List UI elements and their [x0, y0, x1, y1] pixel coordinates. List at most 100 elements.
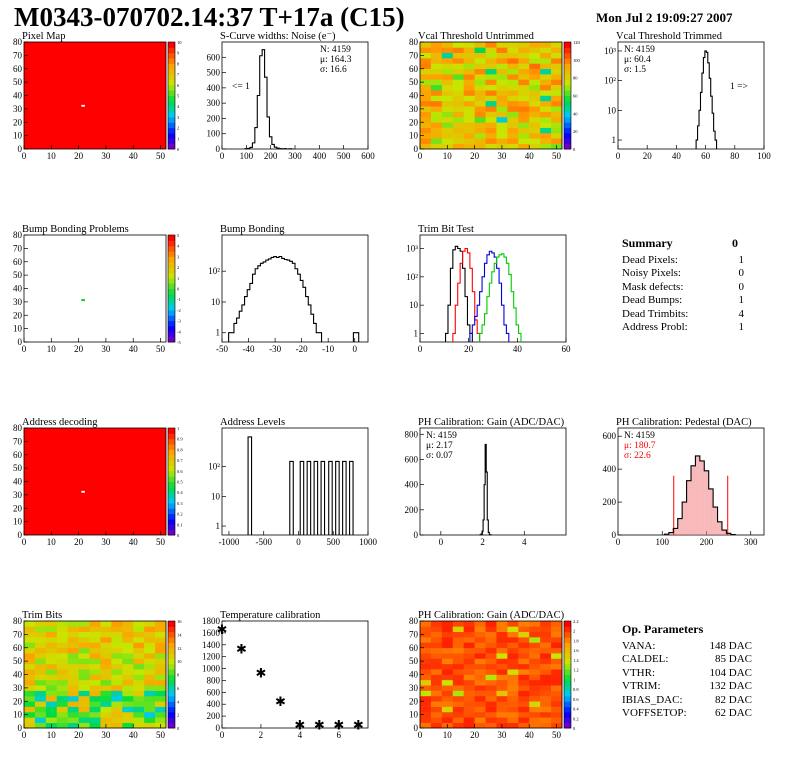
plot-frame [419, 427, 567, 536]
heatmap-cell [78, 658, 90, 665]
heatmap-cell [133, 717, 145, 723]
color-scale-segment [168, 690, 175, 697]
heatmap-cell [463, 68, 475, 75]
heatmap-cell [78, 642, 90, 649]
heatmap-cell [441, 717, 454, 723]
heatmap-cell [122, 669, 134, 675]
heatmap-cell [24, 722, 36, 729]
heatmap-cell [551, 637, 563, 643]
heatmap-cell [24, 626, 36, 632]
heatmap-cell [133, 658, 145, 665]
color-scale-segment [168, 331, 175, 338]
heatmap-cell [496, 138, 508, 144]
heatmap-cell [100, 642, 112, 649]
x-tick-label: 20 [74, 730, 84, 740]
heatmap-cell [420, 95, 432, 102]
heatmap-cell [529, 717, 541, 723]
address-peak [335, 460, 340, 535]
heatmap-cell [496, 711, 508, 718]
x-tick-label: 40 [525, 151, 535, 161]
heatmap-cell [529, 122, 541, 128]
heatmap-cell [540, 706, 552, 713]
heatmap-cell [540, 74, 552, 80]
x-tick-label: 200 [264, 151, 278, 161]
heatmap-cell [430, 58, 443, 64]
heatmap-cell [441, 647, 454, 654]
heatmap-cell [518, 52, 530, 59]
heatmap-cell [551, 95, 563, 102]
heatmap-cell [551, 690, 563, 697]
heatmap-cell [529, 68, 541, 75]
heatmap-cell [89, 653, 101, 659]
heatmap-cell [24, 679, 36, 686]
op-parameter-row: IBIAS_DAC: 82 DAC [622, 693, 752, 706]
heatmap-cell [518, 690, 530, 697]
y-tick-label: 10 [409, 131, 419, 141]
color-scale-segment [168, 658, 175, 665]
color-scale-segment [564, 58, 571, 64]
heatmap-cell [540, 621, 552, 627]
heatmap-cell [507, 717, 519, 723]
heatmap-cell [463, 42, 475, 48]
heatmap-cell [78, 669, 90, 675]
heatmap-cell [529, 679, 541, 686]
y-tick-label: 1600 [202, 628, 221, 638]
heatmap-cell [122, 711, 134, 718]
heatmap-cell [496, 100, 508, 107]
heatmap-cell [430, 647, 443, 654]
heatmap-cell [24, 663, 36, 670]
x-tick-label: -30 [269, 344, 281, 354]
heatmap-cell [45, 706, 58, 713]
heatmap-cell [540, 47, 552, 53]
heatmap-cell [463, 74, 475, 80]
heatmap-cell [122, 679, 134, 686]
heatmap-cell [34, 711, 47, 718]
heatmap-cell [56, 679, 68, 686]
heatmap-cell [133, 642, 145, 649]
heatmap-cell [529, 626, 541, 632]
heatmap-cell [56, 626, 68, 632]
color-scale-segment [168, 717, 175, 724]
y-tick-label: 80 [13, 423, 23, 433]
heatmap-cell [551, 68, 563, 75]
heatmap-cell [529, 653, 541, 659]
color-scale-segment [168, 476, 175, 482]
heatmap-cell [111, 685, 123, 691]
y-tick-label: 1400 [202, 640, 221, 650]
heatmap-cell [420, 642, 432, 649]
heatmap-cell [540, 52, 552, 59]
color-scale-segment [564, 679, 571, 686]
x-tick-label: 60 [701, 151, 711, 161]
heatmap-cell [441, 631, 454, 638]
heatmap-cell [463, 663, 475, 670]
heatmap-cell [441, 674, 454, 681]
heatmap-cell [507, 642, 519, 649]
heatmap-cell [420, 47, 432, 53]
histogram-series [445, 245, 473, 342]
heatmap-cell [518, 647, 530, 654]
heatmap-cell [56, 637, 68, 643]
heatmap-cell [420, 695, 432, 702]
heatmap-cell [496, 63, 508, 70]
y-tick-label: 70 [13, 243, 23, 253]
heatmap-cell [420, 663, 432, 670]
heatmap-cell [111, 669, 123, 675]
color-scale-segment [564, 74, 571, 80]
y-tick-label: 10³ [406, 244, 418, 254]
color-scale-segment [564, 647, 571, 654]
heatmap-cell [67, 695, 79, 702]
heatmap-cell [420, 717, 432, 723]
stats-line: σ: 0.07 [426, 451, 453, 461]
heatmap-cell [485, 631, 497, 638]
heatmap-cell [34, 621, 47, 627]
y-tick-label: 80 [409, 37, 419, 47]
color-scale-segment [168, 79, 175, 86]
heatmap-cell [89, 685, 101, 691]
x-tick-label: 20 [470, 730, 480, 740]
heatmap-cell [89, 621, 101, 627]
stats-line: μ: 180.7 [624, 441, 656, 451]
x-tick-label: 300 [744, 537, 758, 547]
stats-line: σ: 1.5 [624, 65, 646, 75]
histogram-series [452, 247, 481, 342]
heatmap-cell [100, 631, 112, 638]
